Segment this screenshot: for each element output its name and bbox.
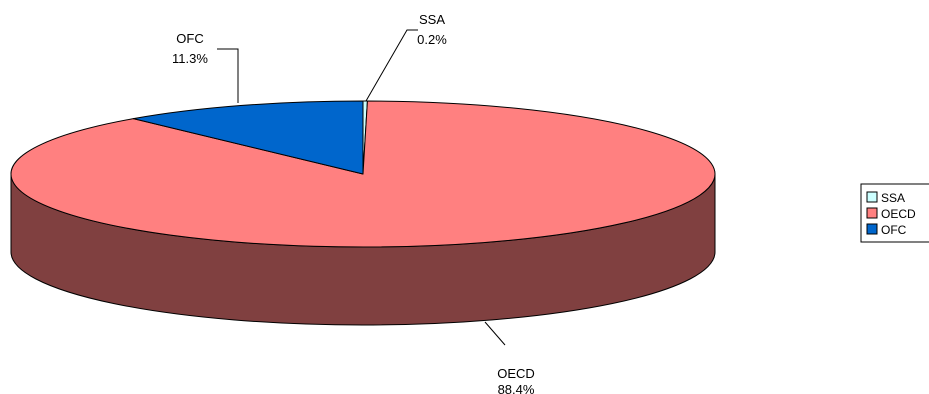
pie-tops (10, 100, 716, 248)
legend-label-ofc: OFC (881, 223, 907, 237)
data-label-name-ssa: SSA (419, 12, 445, 27)
leader-lines (217, 29, 506, 346)
legend-swatch-oecd (866, 207, 878, 219)
legend-swatch-ssa (866, 191, 878, 203)
legend-label-ssa: SSA (881, 191, 905, 205)
data-label-value-ofc: 11.3% (172, 51, 208, 66)
pie-slice-ofc (132, 100, 364, 175)
legend: SSA OECD OFC (860, 183, 929, 243)
data-label-name-ofc: OFC (176, 31, 203, 46)
data-label-value-oecd: 88.4% (498, 382, 535, 394)
leader-line-ofc (217, 48, 239, 103)
legend-swatch-ofc (866, 223, 878, 235)
leader-line-oecd (484, 321, 506, 346)
legend-label-oecd: OECD (881, 207, 916, 221)
data-label-value-ssa: 0.2% (417, 32, 447, 47)
leader-line-ssa (365, 29, 418, 102)
data-label-name-oecd: OECD (497, 366, 535, 381)
